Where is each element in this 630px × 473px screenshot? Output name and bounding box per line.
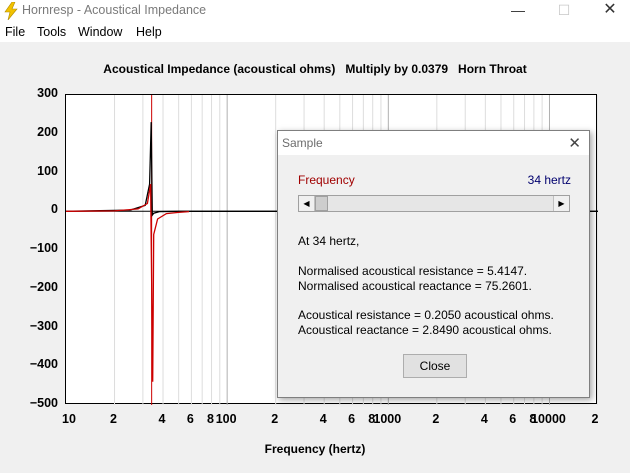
frequency-label: Frequency [298,173,355,187]
x-tick-label: 4 [158,412,166,426]
y-tick-label: 100 [37,163,58,178]
x-tick-label: 8 [207,412,215,426]
dialog-title: Sample [282,136,323,150]
x-tick-label: 4 [480,412,488,426]
y-tick-label: 0 [51,202,58,217]
info-acoustical-resistance: Acoustical resistance = 0.2050 acoustica… [298,308,554,322]
info-normalised-resistance: Normalised acoustical resistance = 5.414… [298,264,528,278]
title-bar: Hornresp - Acoustical Impedance — ☐ ✕ [0,0,630,22]
x-tick-label: 6 [348,412,356,426]
maximize-button[interactable]: ☐ [557,2,571,18]
y-tick-label: −200 [29,279,58,294]
reactance-series [66,183,190,382]
dialog-close-icon[interactable]: ✕ [568,135,581,152]
scroll-left-icon[interactable]: ◀ [299,196,315,211]
x-tick-label: 1000 [373,412,402,426]
y-tick-label: −100 [29,241,58,255]
info-acoustical-reactance: Acoustical reactance = 2.8490 acoustical… [298,323,552,337]
sample-dialog: Sample ✕ Frequency 34 hertz ◀ ▶ At 34 he… [277,130,590,398]
menu-help[interactable]: Help [136,25,162,39]
menu-file[interactable]: File [5,25,26,39]
frequency-value: 34 hertz [527,173,571,187]
menu-tools[interactable]: Tools [37,25,67,39]
y-tick-label: −300 [29,318,58,333]
lightning-icon [4,2,18,20]
scroll-thumb[interactable] [315,196,328,211]
dialog-title-bar: Sample ✕ [278,131,589,155]
menu-window[interactable]: Window [78,25,123,39]
x-tick-label: 2 [271,412,279,426]
info-line-frequency: At 34 hertz, [298,234,360,248]
menu-bar: File Tools Window Help [0,22,630,42]
plot-title: Acoustical Impedance (acoustical ohms) M… [103,62,527,76]
x-tick-label: 2 [591,412,599,426]
close-button[interactable]: Close [403,354,467,378]
x-tick-label: 10 [62,412,76,426]
y-tick-label: −500 [29,396,58,410]
x-tick-label: 4 [319,412,327,426]
info-normalised-reactance: Normalised acoustical reactance = 75.260… [298,279,532,293]
y-tick-label: 200 [37,124,58,139]
x-tick-label: 2 [432,412,440,426]
y-tick-label: −400 [29,357,58,372]
x-tick-label: 2 [110,412,117,426]
window-title: Hornresp - Acoustical Impedance [22,3,207,17]
x-tick-label: 8 [368,412,376,426]
x-tick-label: 10000 [531,412,566,426]
frequency-scrollbar[interactable]: ◀ ▶ [298,195,570,212]
x-tick-label: 8 [529,412,537,426]
minimize-button[interactable]: — [511,2,525,18]
x-axis-label: Frequency (hertz) [264,442,366,456]
y-tick-label: 300 [37,86,58,100]
scroll-right-icon[interactable]: ▶ [553,196,569,211]
x-tick-label: 6 [186,412,194,426]
x-tick-label: 6 [509,412,517,426]
close-window-button[interactable]: ✕ [603,1,617,18]
x-tick-label: 100 [215,412,237,426]
